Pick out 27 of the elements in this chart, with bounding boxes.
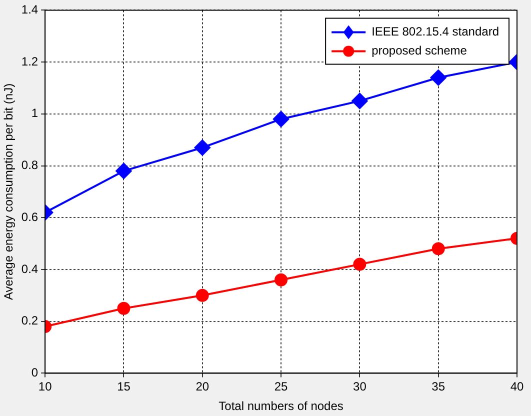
x-tick-label: 40	[510, 380, 524, 394]
point	[273, 111, 290, 128]
y-tick-label: 0	[31, 366, 38, 380]
y-tick-label: 1.4	[21, 2, 38, 17]
point	[274, 273, 288, 286]
y-tick-label: 0.6	[21, 210, 38, 224]
legend-label: proposed scheme	[372, 44, 468, 58]
legend-label: IEEE 802.15.4 standard	[372, 24, 500, 39]
x-tick-label: 20	[196, 380, 210, 394]
point	[196, 288, 209, 302]
point	[352, 92, 368, 109]
y-tick-label: 1.2	[21, 54, 38, 68]
x-tick-label: 10	[38, 380, 52, 394]
x-tick-label: 35	[432, 380, 446, 394]
x-tick-label: 25	[274, 380, 288, 394]
y-tick-label: 0.8	[21, 158, 38, 172]
x-axis-title: Total numbers of nodes	[218, 399, 344, 414]
y-axis-title: Average energy consumption per bit (nJ)	[2, 83, 16, 300]
x-tick-label: 30	[353, 380, 367, 394]
point	[432, 242, 445, 256]
point	[353, 258, 366, 271]
point	[430, 70, 446, 86]
y-tick-label: 1	[31, 106, 38, 120]
point	[194, 140, 210, 156]
x-tick-label: 15	[117, 380, 131, 394]
y-tick-label: 0.4	[21, 262, 38, 276]
y-tick-label: 0.2	[21, 314, 38, 328]
